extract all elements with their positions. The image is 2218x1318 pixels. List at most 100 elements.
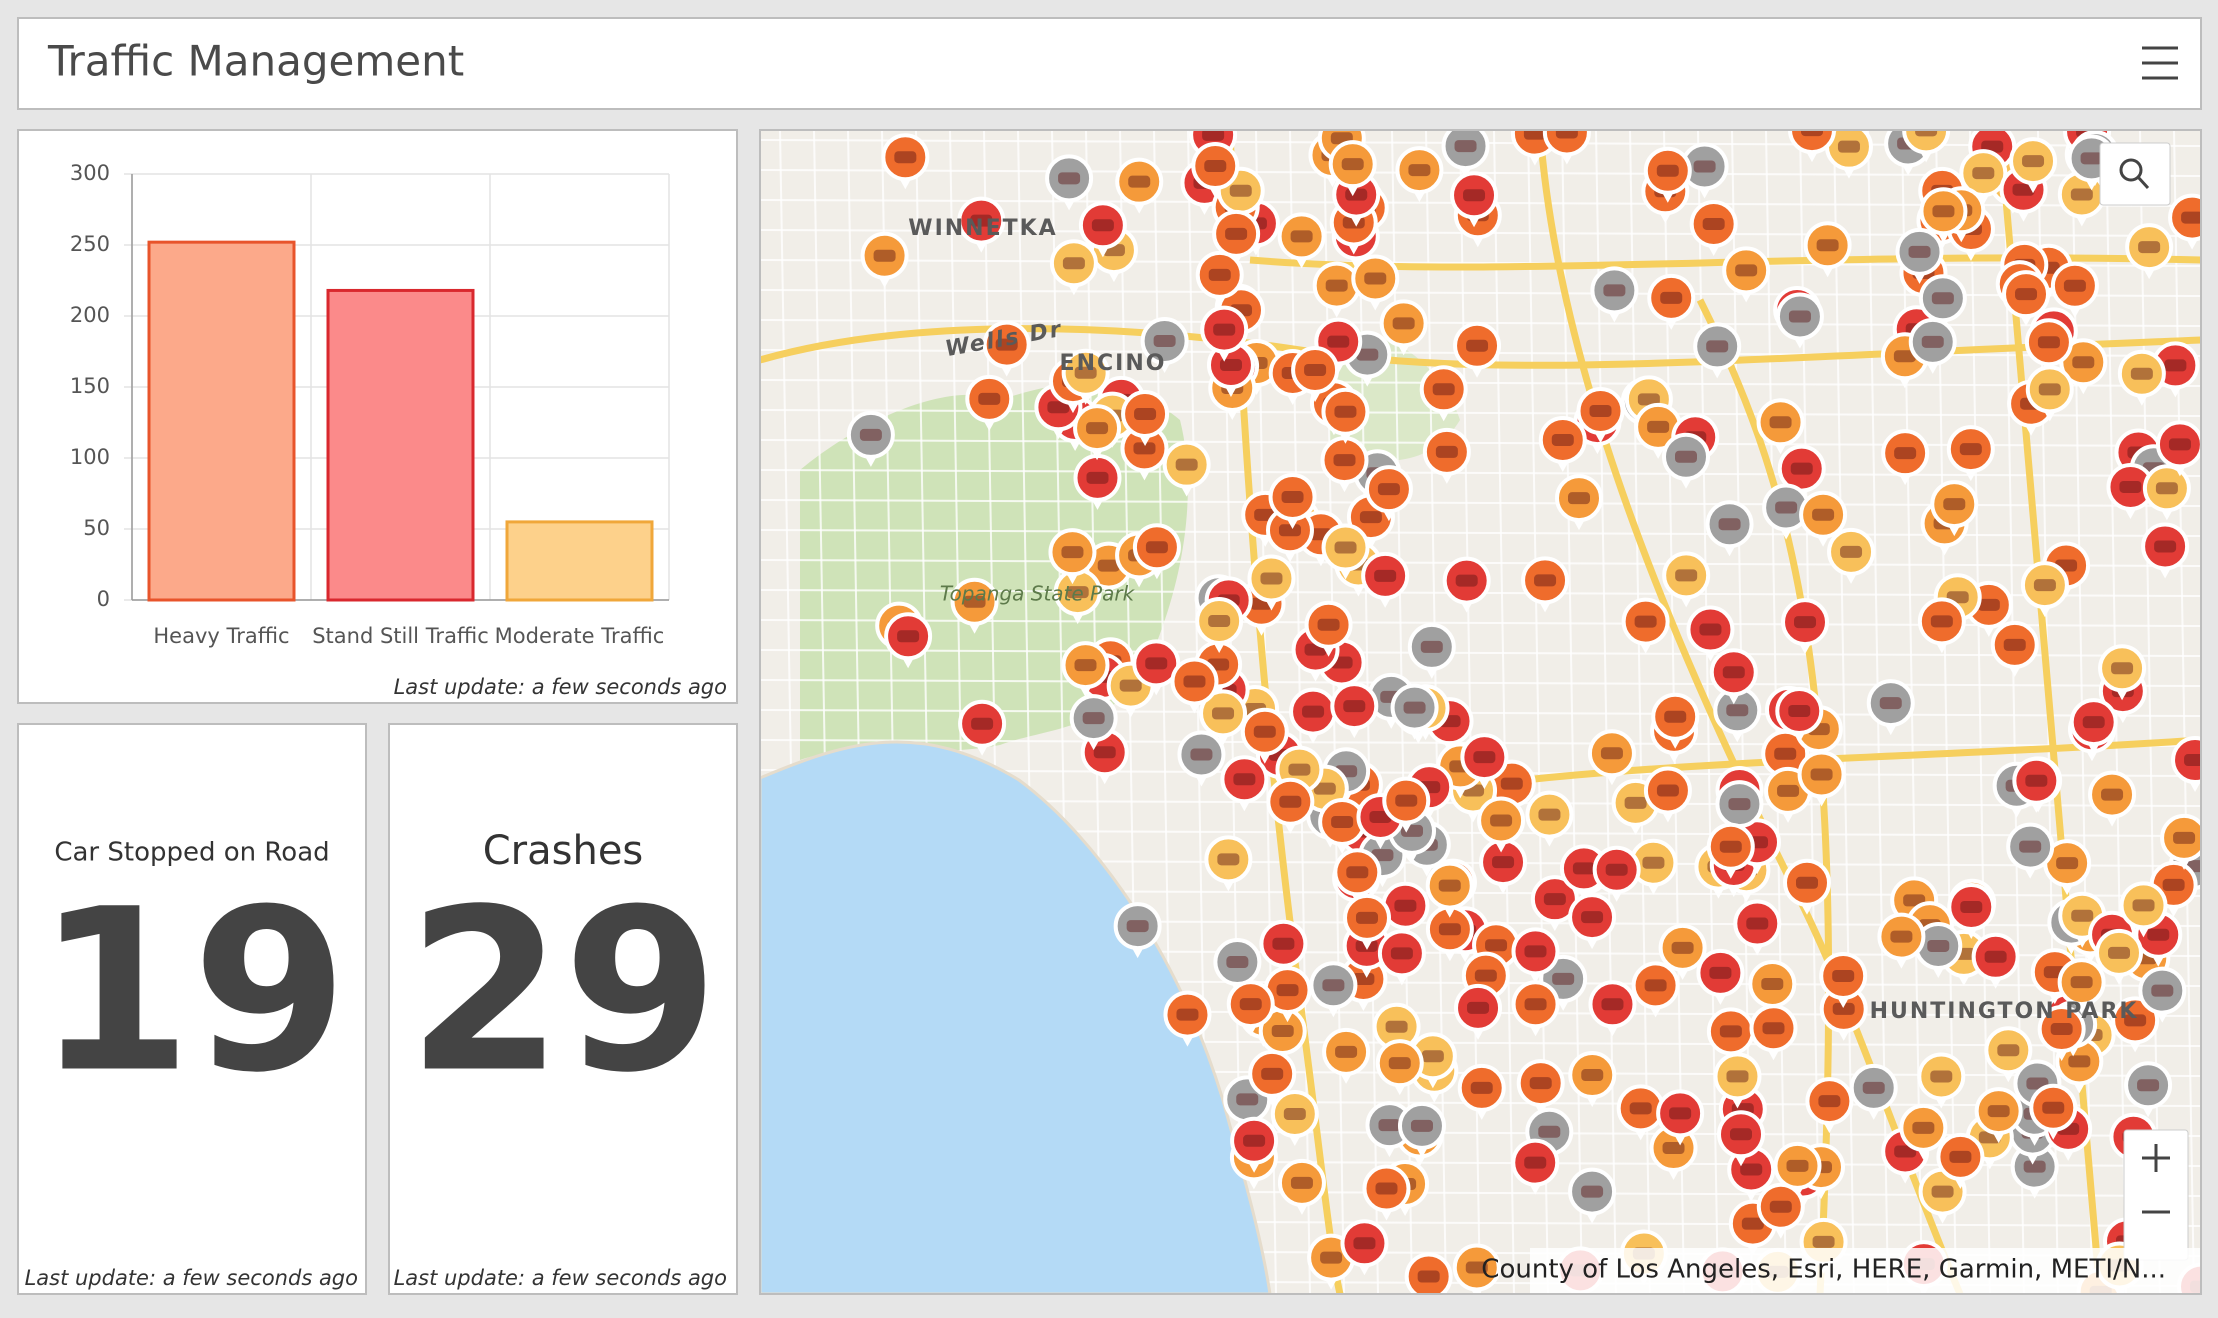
incident-marker[interactable]: [1643, 146, 1692, 203]
incident-marker[interactable]: [2037, 1005, 2086, 1062]
incident-marker[interactable]: [1132, 523, 1181, 580]
incident-marker[interactable]: [1263, 966, 1312, 1023]
incident-marker[interactable]: [1049, 239, 1098, 296]
incident-marker[interactable]: [2050, 261, 2099, 318]
incident-marker[interactable]: [1781, 598, 1830, 655]
incident-marker[interactable]: [1984, 1026, 2033, 1083]
incident-marker[interactable]: [1220, 755, 1269, 812]
incident-marker[interactable]: [1191, 142, 1240, 199]
incident-marker[interactable]: [1266, 777, 1315, 834]
incident-marker[interactable]: [1706, 822, 1755, 879]
incident-marker[interactable]: [2012, 756, 2061, 813]
incident-marker[interactable]: [1454, 983, 1503, 1040]
incident-marker[interactable]: [2057, 958, 2106, 1015]
incident-marker[interactable]: [1662, 551, 1711, 608]
incident-marker[interactable]: [2025, 365, 2074, 422]
incident-marker[interactable]: [2069, 698, 2118, 755]
incident-marker[interactable]: [1361, 551, 1410, 608]
incident-marker[interactable]: [1647, 273, 1696, 330]
incident-marker[interactable]: [1330, 682, 1379, 739]
incident-marker[interactable]: [1805, 1077, 1854, 1134]
incident-marker[interactable]: [1689, 199, 1738, 256]
incident-marker[interactable]: [965, 374, 1014, 431]
incident-marker[interactable]: [1631, 961, 1680, 1018]
incident-marker[interactable]: [1441, 124, 1490, 179]
incident-marker[interactable]: [1621, 597, 1670, 654]
incident-marker[interactable]: [1073, 453, 1122, 510]
incident-marker[interactable]: [1749, 1004, 1798, 1061]
incident-marker[interactable]: [1422, 427, 1471, 484]
incident-marker[interactable]: [1797, 750, 1846, 807]
incident-marker[interactable]: [1230, 1116, 1279, 1173]
incident-marker[interactable]: [1045, 154, 1094, 211]
incident-marker[interactable]: [1321, 523, 1370, 580]
incident-marker[interactable]: [2125, 223, 2174, 280]
incident-marker[interactable]: [1819, 984, 1868, 1041]
incident-marker[interactable]: [1140, 316, 1189, 373]
incident-marker[interactable]: [1362, 1164, 1411, 1221]
incident-marker[interactable]: [1917, 597, 1966, 654]
incident-marker[interactable]: [1340, 1219, 1389, 1276]
incident-marker[interactable]: [1576, 387, 1625, 444]
incident-marker[interactable]: [2029, 1083, 2078, 1140]
incident-marker[interactable]: [2059, 338, 2108, 395]
incident-marker[interactable]: [1404, 1252, 1453, 1309]
incident-marker[interactable]: [1733, 899, 1782, 956]
incident-marker[interactable]: [1919, 187, 1968, 244]
incident-marker[interactable]: [1705, 500, 1754, 557]
incident-marker[interactable]: [1783, 858, 1832, 915]
incident-marker[interactable]: [1554, 474, 1603, 531]
incident-marker[interactable]: [2098, 644, 2147, 701]
incident-marker[interactable]: [1318, 797, 1367, 854]
incident-marker[interactable]: [1686, 605, 1735, 662]
incident-marker[interactable]: [1542, 110, 1591, 165]
incident-marker[interactable]: [1709, 648, 1758, 705]
incident-marker[interactable]: [1762, 483, 1811, 540]
incident-marker[interactable]: [2160, 813, 2206, 870]
incident-marker[interactable]: [1453, 321, 1502, 378]
incident-marker[interactable]: [1364, 465, 1413, 522]
incident-marker[interactable]: [1656, 1089, 1705, 1146]
incident-marker[interactable]: [2117, 349, 2166, 406]
incident-marker[interactable]: [1212, 209, 1261, 266]
incident-marker[interactable]: [1827, 527, 1876, 584]
incident-marker[interactable]: [1990, 620, 2039, 677]
incident-marker[interactable]: [1947, 882, 1996, 939]
incident-marker[interactable]: [2168, 193, 2214, 250]
map[interactable]: WINNETKA Wells Dr ENCINO Topanga State P…: [760, 108, 2218, 1314]
incident-marker[interactable]: [2002, 270, 2051, 327]
incident-marker[interactable]: [1775, 686, 1824, 743]
incident-marker[interactable]: [1342, 893, 1391, 950]
incident-marker[interactable]: [1240, 707, 1289, 764]
incident-marker[interactable]: [1819, 951, 1868, 1008]
incident-marker[interactable]: [1333, 848, 1382, 905]
incident-marker[interactable]: [1881, 429, 1930, 486]
incident-marker[interactable]: [1425, 861, 1474, 918]
incident-marker[interactable]: [1590, 266, 1639, 323]
incident-marker[interactable]: [1756, 1182, 1805, 1239]
incident-marker[interactable]: [982, 320, 1031, 377]
incident-marker[interactable]: [2141, 522, 2190, 579]
incident-marker[interactable]: [2020, 561, 2069, 618]
incident-marker[interactable]: [1268, 473, 1317, 530]
incident-marker[interactable]: [1120, 424, 1169, 481]
incident-marker[interactable]: [1849, 1063, 1898, 1120]
incident-marker[interactable]: [1170, 657, 1219, 714]
incident-marker[interactable]: [1592, 845, 1641, 902]
incident-marker[interactable]: [1568, 1051, 1617, 1108]
incident-marker[interactable]: [1419, 365, 1468, 422]
incident-marker[interactable]: [1061, 348, 1110, 405]
incident-marker[interactable]: [1661, 432, 1710, 489]
incident-marker[interactable]: [1407, 622, 1456, 679]
incident-marker[interactable]: [1917, 1052, 1966, 1109]
incident-marker[interactable]: [2124, 1061, 2173, 1118]
incident-marker[interactable]: [1195, 597, 1244, 654]
incident-marker[interactable]: [1713, 1052, 1762, 1109]
incident-marker[interactable]: [1061, 641, 1110, 698]
incident-marker[interactable]: [1291, 346, 1340, 403]
incident-marker[interactable]: [1113, 902, 1162, 959]
incident-marker[interactable]: [1277, 212, 1326, 269]
incident-marker[interactable]: [1048, 528, 1097, 585]
incident-marker[interactable]: [1395, 146, 1444, 203]
incident-marker[interactable]: [1132, 639, 1181, 696]
